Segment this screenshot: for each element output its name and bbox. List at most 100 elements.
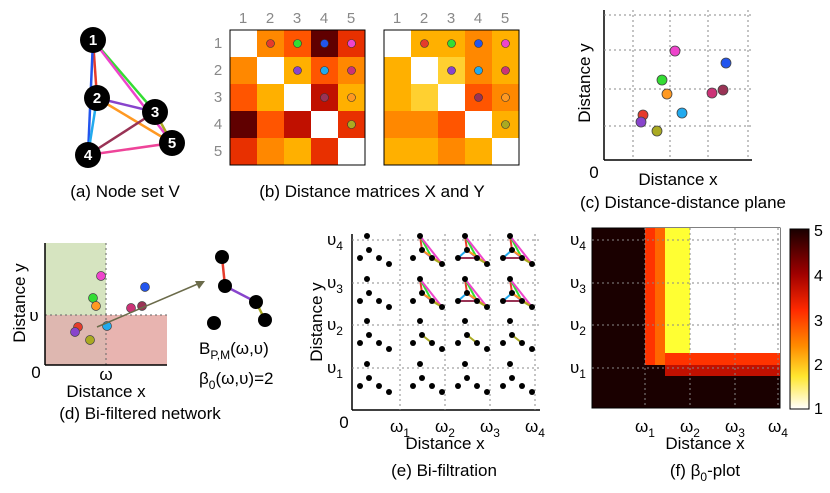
- origin-c: 0: [589, 163, 598, 182]
- mini-node: [364, 361, 370, 367]
- e-yticks: υ4 υ3 υ2 υ1: [327, 230, 343, 381]
- col-tick: 4: [320, 10, 328, 27]
- svg-text:4: 4: [84, 147, 93, 164]
- omega-d: ω: [99, 365, 112, 384]
- f-ytick: υ2: [570, 315, 586, 338]
- mini-node: [410, 340, 416, 346]
- matrix-dot: [320, 66, 329, 75]
- mini-node: [386, 304, 392, 310]
- matrix-cell: [384, 138, 411, 165]
- mini-node: [507, 233, 513, 239]
- f-ytick: υ3: [570, 273, 586, 296]
- mini-node: [507, 361, 513, 367]
- matrix-cell: [411, 138, 438, 165]
- mini-node: [386, 389, 392, 395]
- row-tick: 3: [214, 89, 222, 106]
- point-1-3: [656, 74, 668, 86]
- matrix-cell: [311, 138, 338, 165]
- mini-node: [519, 340, 525, 346]
- mini-node: [439, 389, 445, 395]
- bi-filtration-grid: [357, 233, 535, 395]
- mini-node: [357, 340, 363, 346]
- matrix-dot: [474, 93, 483, 102]
- mini-node: [500, 255, 506, 261]
- matrix-x-ticks: 1 2 3 4 5 1 2 3 4 5 1 2 3 4 5: [214, 10, 509, 160]
- mini-node: [357, 383, 363, 389]
- mini-node: [439, 261, 445, 267]
- matrix-cell: [230, 30, 257, 57]
- f-xticks: ω1 ω2 ω3 ω4: [635, 417, 788, 440]
- mini-node: [439, 346, 445, 352]
- mini-node: [429, 298, 435, 304]
- matrix-dot: [501, 120, 510, 129]
- colorbar: [789, 228, 810, 410]
- matrix-dot: [347, 93, 356, 102]
- caption-c: (c) Distance-distance plane: [580, 193, 786, 212]
- f-yticks: υ4 υ3 υ2 υ1: [570, 230, 586, 381]
- mini-node: [364, 276, 370, 282]
- point-3-4: [717, 84, 729, 96]
- panel-f: υ4 υ3 υ2 υ1 ω1 ω2 ω3 ω4 Distance x 5: [570, 223, 823, 484]
- col-tick: 5: [347, 10, 355, 27]
- mini-node: [376, 340, 382, 346]
- row-tick: 2: [214, 62, 222, 79]
- point-3-5: [651, 125, 663, 137]
- matrix-cell: [438, 84, 465, 111]
- mini-node: [462, 233, 468, 239]
- svg-text:5: 5: [168, 135, 176, 152]
- row-tick: 5: [214, 143, 222, 160]
- matrix-dot: [347, 39, 356, 48]
- col-tick: 5: [501, 10, 509, 27]
- matrix-dot: [266, 39, 275, 48]
- mini-node: [519, 298, 525, 304]
- matrix-dot: [293, 66, 302, 75]
- matrix-cell: [384, 111, 411, 138]
- matrix-dot: [447, 39, 456, 48]
- e-ytick: υ3: [327, 273, 343, 296]
- matrix-cell: [257, 57, 284, 84]
- e-ytick: υ4: [327, 230, 343, 253]
- mini-node: [500, 298, 506, 304]
- mini-edge: [509, 278, 533, 308]
- mini-node: [519, 255, 525, 261]
- matrix-dot: [474, 66, 483, 75]
- matrix-cell: [438, 111, 465, 138]
- mini-node: [366, 290, 372, 296]
- point-2-5: [661, 88, 673, 100]
- matrix-dot: [447, 66, 456, 75]
- xlabel-e: Distance x: [405, 434, 485, 453]
- mini-node: [462, 318, 468, 324]
- mini-node: [462, 276, 468, 282]
- point-1-4: [720, 57, 732, 69]
- mini-node: [417, 318, 423, 324]
- node-4: 4: [75, 142, 101, 168]
- matrix-dot: [501, 39, 510, 48]
- matrix-cell: [230, 111, 257, 138]
- matrix-cell: [230, 57, 257, 84]
- mini-node: [509, 247, 515, 253]
- xlabel-d: Distance x: [66, 382, 146, 401]
- mini-edge: [419, 235, 443, 265]
- matrix-cell: [284, 84, 311, 111]
- mini-edge: [464, 278, 488, 308]
- panel-b: 1 2 3 4 5 1 2 3 4 5 1 2 3 4 5 (b) Distan…: [214, 10, 520, 201]
- matrix-dot: [501, 93, 510, 102]
- xlabel-f: Distance x: [665, 434, 745, 453]
- e-xtick: ω3: [480, 417, 500, 440]
- mini-node: [357, 255, 363, 261]
- svg-text:1: 1: [89, 32, 97, 49]
- matrix-cell: [411, 111, 438, 138]
- f-xtick: ω2: [680, 417, 700, 440]
- matrix-dot: [347, 120, 356, 129]
- e-ytick: υ2: [327, 315, 343, 338]
- mini-node: [439, 304, 445, 310]
- node-5: 5: [159, 130, 185, 156]
- col-tick: 2: [420, 10, 428, 27]
- row-tick: 1: [214, 35, 222, 52]
- mini-node: [484, 389, 490, 395]
- mini-node: [429, 255, 435, 261]
- ylabel-d: Distance y: [10, 263, 29, 343]
- mini-node: [410, 298, 416, 304]
- mini-node: [376, 298, 382, 304]
